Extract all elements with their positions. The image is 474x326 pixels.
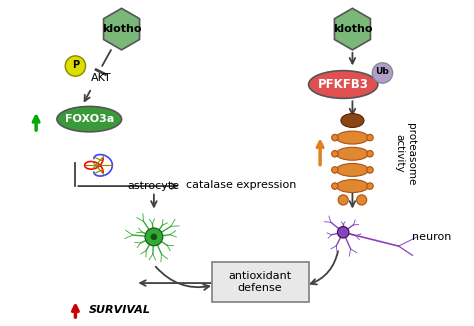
Ellipse shape (336, 163, 369, 176)
Text: astrocyte: astrocyte (128, 181, 180, 191)
Ellipse shape (367, 134, 373, 141)
Text: SURVIVAL: SURVIVAL (89, 305, 151, 315)
Ellipse shape (332, 183, 338, 189)
Ellipse shape (341, 113, 364, 127)
Ellipse shape (332, 167, 338, 173)
Polygon shape (335, 8, 371, 50)
Circle shape (372, 63, 392, 83)
Ellipse shape (57, 106, 121, 132)
Ellipse shape (336, 147, 369, 160)
Text: PFKFB3: PFKFB3 (318, 78, 369, 91)
Text: Ub: Ub (375, 67, 389, 76)
Circle shape (337, 227, 349, 238)
Circle shape (151, 233, 157, 240)
Text: klotho: klotho (333, 24, 372, 34)
Ellipse shape (338, 195, 348, 205)
Ellipse shape (332, 151, 338, 157)
Ellipse shape (356, 195, 367, 205)
Text: catalase expression: catalase expression (186, 180, 297, 190)
Text: proteasome
activity: proteasome activity (394, 123, 416, 185)
FancyBboxPatch shape (211, 262, 309, 302)
Text: neuron: neuron (412, 232, 452, 242)
Circle shape (145, 228, 163, 246)
Text: klotho: klotho (102, 24, 141, 34)
Ellipse shape (367, 183, 373, 189)
Ellipse shape (336, 180, 369, 193)
Text: AKT: AKT (91, 73, 111, 82)
Circle shape (65, 56, 85, 76)
Ellipse shape (332, 134, 338, 141)
Ellipse shape (336, 131, 369, 144)
Polygon shape (103, 8, 139, 50)
Ellipse shape (309, 71, 378, 98)
Text: P: P (72, 60, 79, 70)
Ellipse shape (367, 151, 373, 157)
Ellipse shape (367, 167, 373, 173)
Text: FOXO3a: FOXO3a (64, 114, 114, 124)
Text: antioxidant
defense: antioxidant defense (228, 271, 292, 293)
